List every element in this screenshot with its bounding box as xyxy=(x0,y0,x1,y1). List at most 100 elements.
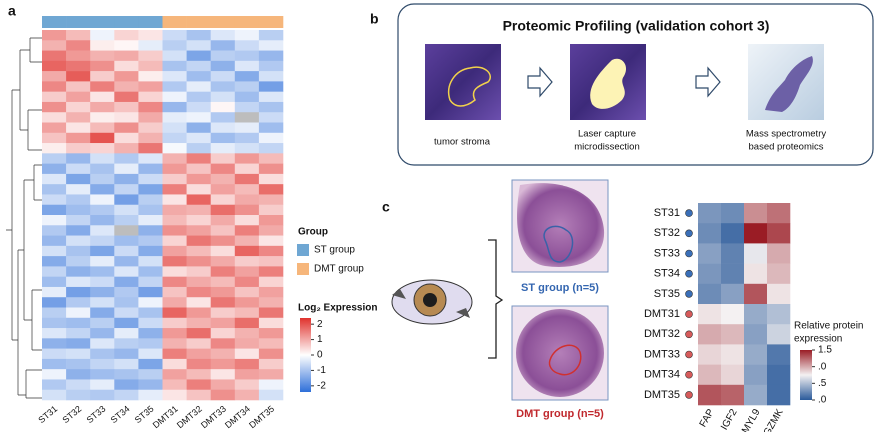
heatmap-cell xyxy=(66,101,91,113)
heatmap-cell xyxy=(767,283,791,305)
heatmap-cell xyxy=(744,283,768,305)
heatmap-cell xyxy=(234,50,260,62)
heatmap-cell xyxy=(258,348,284,360)
heatmap-cell xyxy=(138,71,163,82)
heatmap-cell xyxy=(162,307,187,319)
heatmap-cell xyxy=(210,215,236,226)
heatmap-cell xyxy=(258,389,284,401)
heatmap-cell xyxy=(66,245,91,257)
heatmap-cell xyxy=(138,317,163,329)
heatmap-cell xyxy=(42,81,67,92)
heatmap-cell xyxy=(114,153,139,164)
heatmap-cell xyxy=(162,143,187,154)
heatmap-cell xyxy=(138,338,163,349)
heatmap-cell xyxy=(42,379,67,391)
heatmap-cell xyxy=(90,112,115,123)
group-bar xyxy=(258,16,284,28)
heatmap-cell xyxy=(162,184,187,195)
heatmap-cell xyxy=(258,91,284,103)
column-label: ST33 xyxy=(85,404,108,425)
colorbar-tick-label: .5 xyxy=(818,378,827,389)
row-label: DMT31 xyxy=(644,308,680,320)
heatmap-cell xyxy=(162,194,187,206)
heatmap-cell xyxy=(66,369,91,380)
heatmap-cell xyxy=(258,225,284,236)
heatmap-cell xyxy=(162,71,187,82)
heatmap-cell xyxy=(721,344,745,365)
heatmap-cell xyxy=(186,132,211,144)
heatmap-cell xyxy=(114,225,139,236)
row-label: ST33 xyxy=(654,247,680,259)
heatmap-cell xyxy=(42,40,67,51)
heatmap-cell xyxy=(767,203,791,224)
eye-icon xyxy=(391,279,473,325)
heatmap-cell xyxy=(186,81,211,92)
heatmap-cell xyxy=(744,263,768,285)
heatmap-cell xyxy=(210,338,236,349)
heatmap-cell xyxy=(114,235,139,247)
row-dot xyxy=(685,330,693,339)
heatmap-cell xyxy=(210,204,236,216)
heatmap-cell xyxy=(258,132,284,144)
group-bar xyxy=(234,16,260,28)
heatmap-cell xyxy=(258,40,284,51)
st-roi xyxy=(543,225,574,263)
st-tissue xyxy=(517,183,605,267)
heatmap-cell xyxy=(42,225,67,236)
heatmap-cell xyxy=(234,194,260,206)
heatmap-cell xyxy=(258,50,284,62)
heatmap-cell xyxy=(258,266,284,277)
heatmap-cell xyxy=(162,30,187,41)
colorbar-title: Relative protein xyxy=(794,321,863,332)
heatmap-cell xyxy=(234,122,260,134)
heatmap-cell xyxy=(114,122,139,134)
heatmap-cell xyxy=(114,91,139,103)
heatmap-cell xyxy=(42,276,67,288)
heatmap-cell xyxy=(234,30,260,41)
heatmap-cell xyxy=(66,143,91,154)
heatmap-cell xyxy=(114,338,139,349)
heatmap-cell xyxy=(138,389,163,401)
heatmap-cell xyxy=(186,276,211,288)
heatmap-cell xyxy=(162,225,187,236)
heatmap-cell xyxy=(258,194,284,206)
heatmap-cell xyxy=(698,324,722,345)
heatmap-cell xyxy=(42,153,67,164)
heatmap-cell xyxy=(42,256,67,267)
heatmap-cell xyxy=(210,132,236,144)
heatmap-cell xyxy=(138,225,163,236)
heatmap-cell xyxy=(162,40,187,51)
heatmap-cell xyxy=(114,194,139,206)
column-label: IGF2 xyxy=(719,407,740,432)
roi-outline xyxy=(448,66,491,107)
heatmap-cell xyxy=(258,256,284,267)
heatmap-cell xyxy=(90,71,115,82)
heatmap-cell xyxy=(186,307,211,319)
heatmap-cell xyxy=(162,91,187,103)
heatmap-cell xyxy=(138,235,163,247)
bracket xyxy=(488,239,504,359)
column-label: DMT34 xyxy=(223,404,252,431)
heatmap-cell xyxy=(258,81,284,92)
heatmap-cell xyxy=(234,143,260,154)
row-label: DMT32 xyxy=(644,328,680,340)
heatmap-cell xyxy=(767,364,791,386)
dmt-caption: DMT group (n=5) xyxy=(516,408,604,420)
heatmap-cell xyxy=(234,358,260,370)
heatmap-cell xyxy=(162,256,187,267)
heatmap-cell xyxy=(234,307,260,319)
row-label: ST31 xyxy=(654,207,680,219)
heatmap-cell xyxy=(66,297,91,308)
heatmap-cell xyxy=(42,235,67,247)
heatmap-cell xyxy=(114,348,139,360)
heatmap-cell xyxy=(721,263,745,285)
heatmap-cell xyxy=(210,297,236,308)
heatmap-cell xyxy=(698,304,722,325)
heatmap-cell xyxy=(114,256,139,267)
heatmap-cell xyxy=(66,163,91,175)
heatmap-cell xyxy=(234,256,260,267)
heatmap-cell xyxy=(721,324,745,345)
heatmap-cell xyxy=(90,81,115,92)
heatmap-cell xyxy=(234,81,260,92)
heatmap-cell xyxy=(186,225,211,236)
